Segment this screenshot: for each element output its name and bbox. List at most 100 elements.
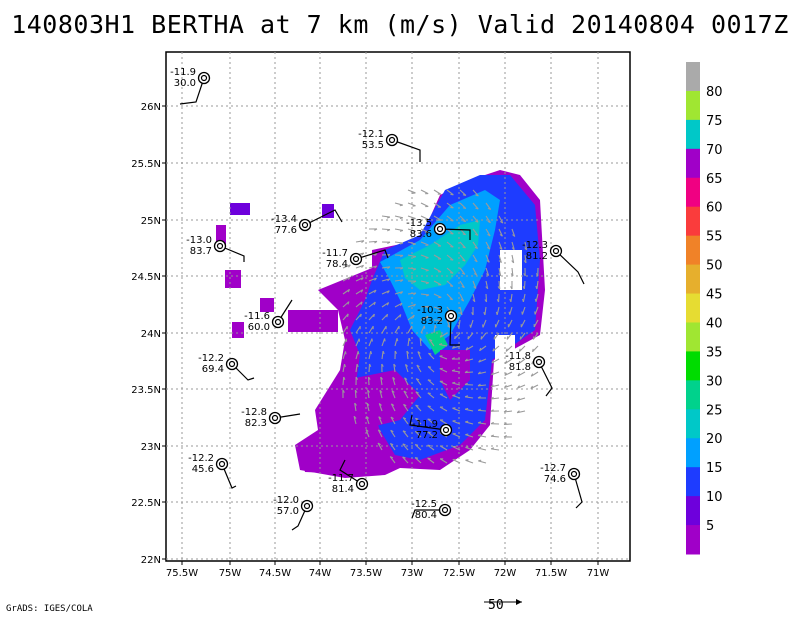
lat-tick-label: 22N (141, 555, 161, 566)
station-marker (300, 499, 314, 513)
dropsonde-station: -12.774.6 (540, 463, 583, 509)
colorbar-label: 75 (706, 114, 723, 129)
colorbar-swatch (686, 322, 700, 352)
colorbar-swatch (686, 206, 700, 237)
dropsonde-station: -11.781.4 (328, 459, 369, 495)
dropsonde-station: -12.269.4 (198, 353, 255, 381)
dropsonde-station: -10.383.2 (417, 305, 460, 346)
lon-tick-label: 74W (309, 568, 332, 579)
lon-tick-label: 71.5W (535, 568, 567, 579)
colorbar-label: 5 (706, 519, 714, 534)
station-marker (225, 357, 239, 371)
field-patch (225, 270, 241, 288)
colorbar-label: 30 (706, 374, 723, 389)
station-rh: 77.2 (416, 430, 438, 441)
station-temp: -12.3 (522, 240, 548, 251)
station-marker (444, 309, 458, 323)
wind-barb (291, 505, 308, 531)
dropsonde-station: -11.977.2 (409, 414, 453, 441)
station-temp: -12.7 (540, 463, 566, 474)
station-rh: 77.6 (275, 225, 297, 236)
station-temp: -13.4 (271, 214, 297, 225)
vector-scale-label: 50 (488, 598, 504, 613)
station-temp: -12.8 (241, 407, 267, 418)
colorbar-label: 65 (706, 172, 723, 187)
dropsonde-station: -11.930.0 (170, 67, 211, 105)
wind-barb (355, 249, 389, 260)
station-temp: -11.7 (328, 473, 354, 484)
colorbar-swatch (686, 380, 700, 410)
station-temp: -12.2 (188, 453, 214, 464)
station-marker (549, 244, 563, 258)
station-temp: -12.2 (198, 353, 224, 364)
station-rh: 80.4 (415, 510, 437, 521)
dropsonde-station: -13.083.7 (186, 235, 245, 262)
station-marker (298, 218, 312, 232)
wind-barb (573, 473, 583, 509)
field-patch (288, 310, 338, 332)
field-patch (230, 203, 250, 215)
station-marker (438, 503, 452, 517)
wind-barb (391, 139, 421, 162)
colorbar-swatch (686, 293, 700, 323)
dropsonde-station: -12.245.6 (188, 453, 237, 489)
field-patch (440, 350, 470, 400)
station-temp: -13.5 (406, 218, 432, 229)
colorbar-label: 40 (706, 316, 723, 331)
station-marker (268, 411, 282, 425)
lat-labels: 22N 22.5N 23N 23.5N 24N 24.5N 25N 25.5N 26N (131, 102, 166, 566)
dropsonde-station: -12.882.3 (241, 407, 301, 429)
station-temp: -11.7 (322, 248, 348, 259)
station-marker (215, 457, 229, 471)
station-temp: -13.0 (186, 235, 212, 246)
wind-barb (221, 463, 237, 489)
colorbar-swatch (686, 235, 700, 266)
lon-tick-label: 74.5W (259, 568, 291, 579)
station-rh: 57.0 (277, 506, 299, 517)
colorbar-swatch (686, 351, 700, 381)
colorbar-swatch (686, 496, 700, 526)
wind-barb (555, 250, 585, 285)
lon-tick-label: 73.5W (350, 568, 382, 579)
station-rh: 81.8 (509, 362, 531, 373)
lon-tick-label: 71W (587, 568, 610, 579)
station-marker (385, 133, 399, 147)
station-temp: -11.6 (244, 311, 270, 322)
station-temp: -12.5 (411, 499, 437, 510)
station-rh: 53.5 (362, 140, 384, 151)
station-marker (532, 355, 546, 369)
station-marker (271, 315, 285, 329)
lon-tick-label: 72W (494, 568, 517, 579)
station-marker (213, 239, 227, 253)
lon-tick-label: 75W (219, 568, 242, 579)
colorbar-swatch (686, 177, 700, 208)
field-region-20 (400, 220, 480, 290)
colorbar-label: 70 (706, 143, 723, 158)
station-temp: -11.9 (170, 67, 196, 78)
station-rh: 30.0 (174, 78, 196, 89)
colorbar-swatch (686, 409, 700, 439)
colorbar-swatch (686, 264, 700, 295)
colorbar-label: 20 (706, 432, 723, 447)
dropsonde-station: -12.153.5 (358, 129, 421, 162)
station-marker (349, 252, 363, 266)
colorbar-swatch (686, 467, 700, 497)
station-rh: 83.6 (410, 229, 432, 240)
station-rh: 83.2 (421, 316, 443, 327)
colorbar: 5 10 15 20 25 30 35 40 45 50 55 60 65 70 75 80 (686, 62, 723, 555)
station-temp: -12.1 (358, 129, 384, 140)
field-gap (500, 250, 522, 290)
wind-barb (411, 509, 445, 519)
station-marker (439, 423, 453, 437)
field-patch (232, 322, 244, 338)
station-marker (433, 222, 447, 236)
lon-tick-label: 75.5W (166, 568, 198, 579)
wind-barb (304, 209, 343, 226)
wind-vectors (342, 189, 539, 464)
wind-barb (538, 361, 553, 397)
colorbar-swatch (686, 119, 700, 150)
lat-tick-label: 25N (141, 216, 161, 227)
dropsonde-station: -12.057.0 (273, 495, 314, 531)
dropsonde-station: -13.583.6 (406, 218, 471, 240)
